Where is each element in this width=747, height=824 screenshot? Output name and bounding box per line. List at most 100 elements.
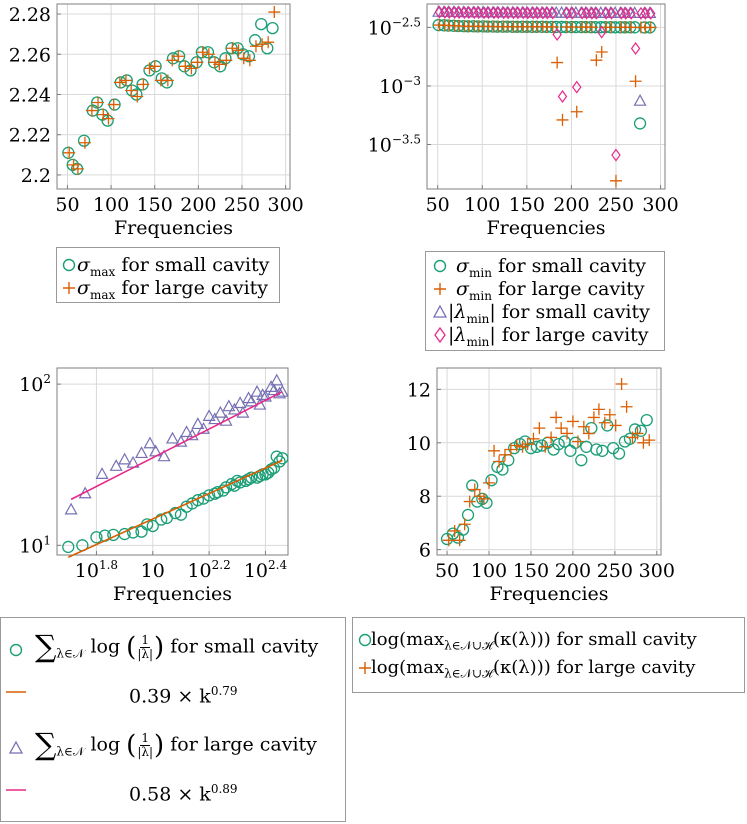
legend-marker-circle [433, 259, 447, 273]
data-point-diamond [464, 6, 474, 20]
data-point-plus [438, 19, 451, 32]
data-point-plus [237, 52, 250, 65]
data-point-circle [524, 441, 538, 455]
data-point-triangle [126, 455, 140, 468]
data-point-plus [202, 48, 215, 61]
tick-label: 150 [513, 560, 549, 582]
data-point-circle [480, 496, 493, 510]
legend-line-pink [6, 789, 26, 791]
data-point-circle [120, 74, 133, 87]
tick-label: 300 [268, 194, 304, 216]
data-point-circle [219, 481, 233, 494]
data-point-triangle [202, 409, 216, 421]
data-point-plus [191, 56, 204, 69]
data-point-circle [559, 20, 573, 34]
data-point-circle [530, 440, 543, 453]
data-point-circle [594, 21, 607, 34]
data-point-circle [264, 463, 278, 476]
data-point-plus [527, 432, 540, 445]
data-point-circle [259, 468, 272, 481]
data-point-triangle [520, 5, 534, 18]
data-point-plus [603, 408, 616, 421]
tick-label: 2.22 [9, 125, 51, 147]
tick-label: 50 [435, 560, 459, 582]
data-point-circle [535, 439, 549, 452]
data-point-plus [137, 78, 150, 91]
data-point-plus [179, 60, 192, 73]
data-point-circle [471, 495, 484, 508]
data-point-circle [155, 513, 168, 526]
data-point-circle [467, 20, 480, 33]
tick-label: 10 [141, 560, 165, 582]
tick-label: 12 [407, 379, 431, 401]
tick-label: 8 [419, 486, 431, 508]
data-point-plus [102, 112, 115, 125]
data-point-plus [539, 440, 552, 453]
data-point-plus [644, 21, 657, 34]
data-point-diamond [601, 6, 611, 20]
chart-4: 50 100 150 200 250 300 6 8 10 12 Frequencies [407, 367, 675, 605]
data-point-triangle [185, 428, 199, 441]
data-point-plus [570, 105, 583, 118]
data-point-plus [63, 146, 76, 159]
legend-label-small-cavity: σmax for small cavity [77, 254, 270, 279]
tick-label: 102 [19, 372, 51, 396]
data-point-circle [486, 20, 500, 33]
data-point-triangle [432, 4, 446, 17]
data-point-circle [149, 60, 162, 73]
data-point-plus [131, 90, 144, 103]
tick-label: 10−3.5 [368, 133, 421, 157]
data-point-triangle [213, 405, 227, 418]
data-point-plus [609, 174, 622, 187]
data-point-circle [506, 20, 519, 33]
data-point-plus [560, 20, 573, 33]
data-point-circle [219, 52, 232, 65]
data-point-circle [456, 523, 470, 536]
data-point-triangle [471, 5, 485, 18]
data-point-plus [220, 54, 233, 67]
data-point-diamond [479, 6, 489, 20]
data-point-triangle [545, 5, 559, 18]
legend-label-lambda-small: |λmin| for small cavity [448, 301, 650, 326]
data-point-triangle [174, 434, 188, 447]
data-point-plus [550, 411, 563, 424]
data-point-circle [599, 21, 612, 34]
data-point-triangle [95, 467, 109, 479]
data-point-circle [125, 84, 139, 97]
data-point-circle [502, 454, 515, 467]
data-point-circle [589, 21, 602, 34]
fit-line [67, 459, 283, 558]
data-point-circle [580, 440, 593, 453]
data-point-circle [540, 20, 553, 34]
data-point-circle [242, 50, 256, 63]
data-point-plus [477, 492, 490, 505]
data-point-diamond [513, 6, 523, 20]
data-point-plus [497, 20, 510, 33]
tick-label: 100 [464, 194, 500, 216]
tick-label: 250 [597, 560, 633, 582]
plot-frame [56, 3, 291, 190]
data-point-diamond [518, 6, 529, 20]
data-point-triangle [496, 5, 510, 18]
data-point-diamond [630, 41, 641, 56]
data-point-plus [243, 54, 256, 67]
data-point-triangle [267, 383, 281, 396]
data-point-circle [510, 20, 524, 33]
data-point-plus [71, 162, 84, 175]
legend-sigma-lambda-min: σmin for small cavity σmin for large cav… [425, 251, 665, 351]
data-point-circle [96, 108, 109, 121]
data-point-circle [466, 479, 479, 492]
data-point-circle [255, 17, 268, 31]
data-point-plus [590, 54, 603, 67]
data-point-circle [461, 20, 475, 33]
data-point-circle [101, 114, 114, 127]
tick-label: 101 [19, 533, 51, 557]
data-point-circle [146, 519, 159, 533]
data-point-plus [507, 20, 520, 33]
data-point-circle [160, 76, 174, 89]
data-point-plus [615, 21, 628, 34]
data-point-plus [442, 534, 455, 547]
data-point-circle [201, 46, 215, 59]
tick-label: 2.2 [21, 165, 51, 187]
data-point-plus [125, 84, 138, 97]
